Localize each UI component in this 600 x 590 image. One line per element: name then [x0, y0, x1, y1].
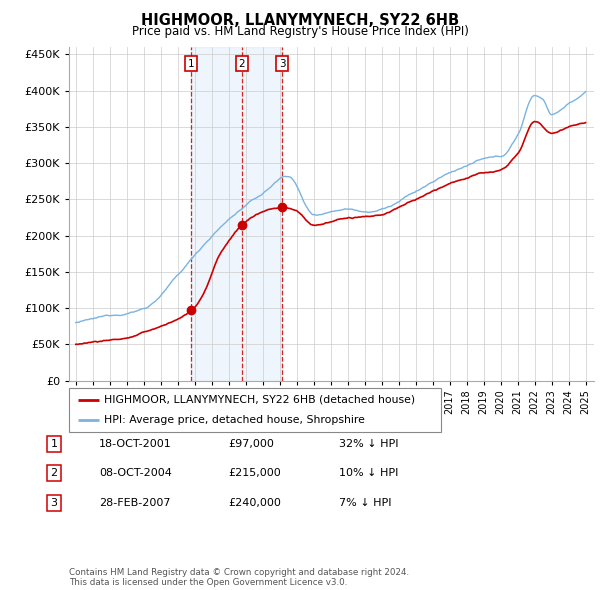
Bar	[191, 47, 283, 381]
Text: HIGHMOOR, LLANYMYNECH, SY22 6HB: HIGHMOOR, LLANYMYNECH, SY22 6HB	[141, 13, 459, 28]
Text: 1: 1	[50, 439, 58, 448]
Text: £215,000: £215,000	[228, 468, 281, 478]
Text: 28-FEB-2007: 28-FEB-2007	[99, 498, 170, 507]
Text: HIGHMOOR, LLANYMYNECH, SY22 6HB (detached house): HIGHMOOR, LLANYMYNECH, SY22 6HB (detache…	[104, 395, 415, 405]
Text: Price paid vs. HM Land Registry's House Price Index (HPI): Price paid vs. HM Land Registry's House …	[131, 25, 469, 38]
Text: 10% ↓ HPI: 10% ↓ HPI	[339, 468, 398, 478]
Text: £240,000: £240,000	[228, 498, 281, 507]
Text: 7% ↓ HPI: 7% ↓ HPI	[339, 498, 391, 507]
Text: 18-OCT-2001: 18-OCT-2001	[99, 439, 172, 448]
Text: 1: 1	[188, 59, 194, 69]
FancyBboxPatch shape	[69, 388, 441, 432]
Text: 3: 3	[279, 59, 286, 69]
Text: 08-OCT-2004: 08-OCT-2004	[99, 468, 172, 478]
Text: Contains HM Land Registry data © Crown copyright and database right 2024.
This d: Contains HM Land Registry data © Crown c…	[69, 568, 409, 587]
Text: £97,000: £97,000	[228, 439, 274, 448]
Text: 3: 3	[50, 498, 58, 507]
Text: 2: 2	[50, 468, 58, 478]
Text: 2: 2	[238, 59, 245, 69]
Text: 32% ↓ HPI: 32% ↓ HPI	[339, 439, 398, 448]
Text: HPI: Average price, detached house, Shropshire: HPI: Average price, detached house, Shro…	[104, 415, 365, 425]
